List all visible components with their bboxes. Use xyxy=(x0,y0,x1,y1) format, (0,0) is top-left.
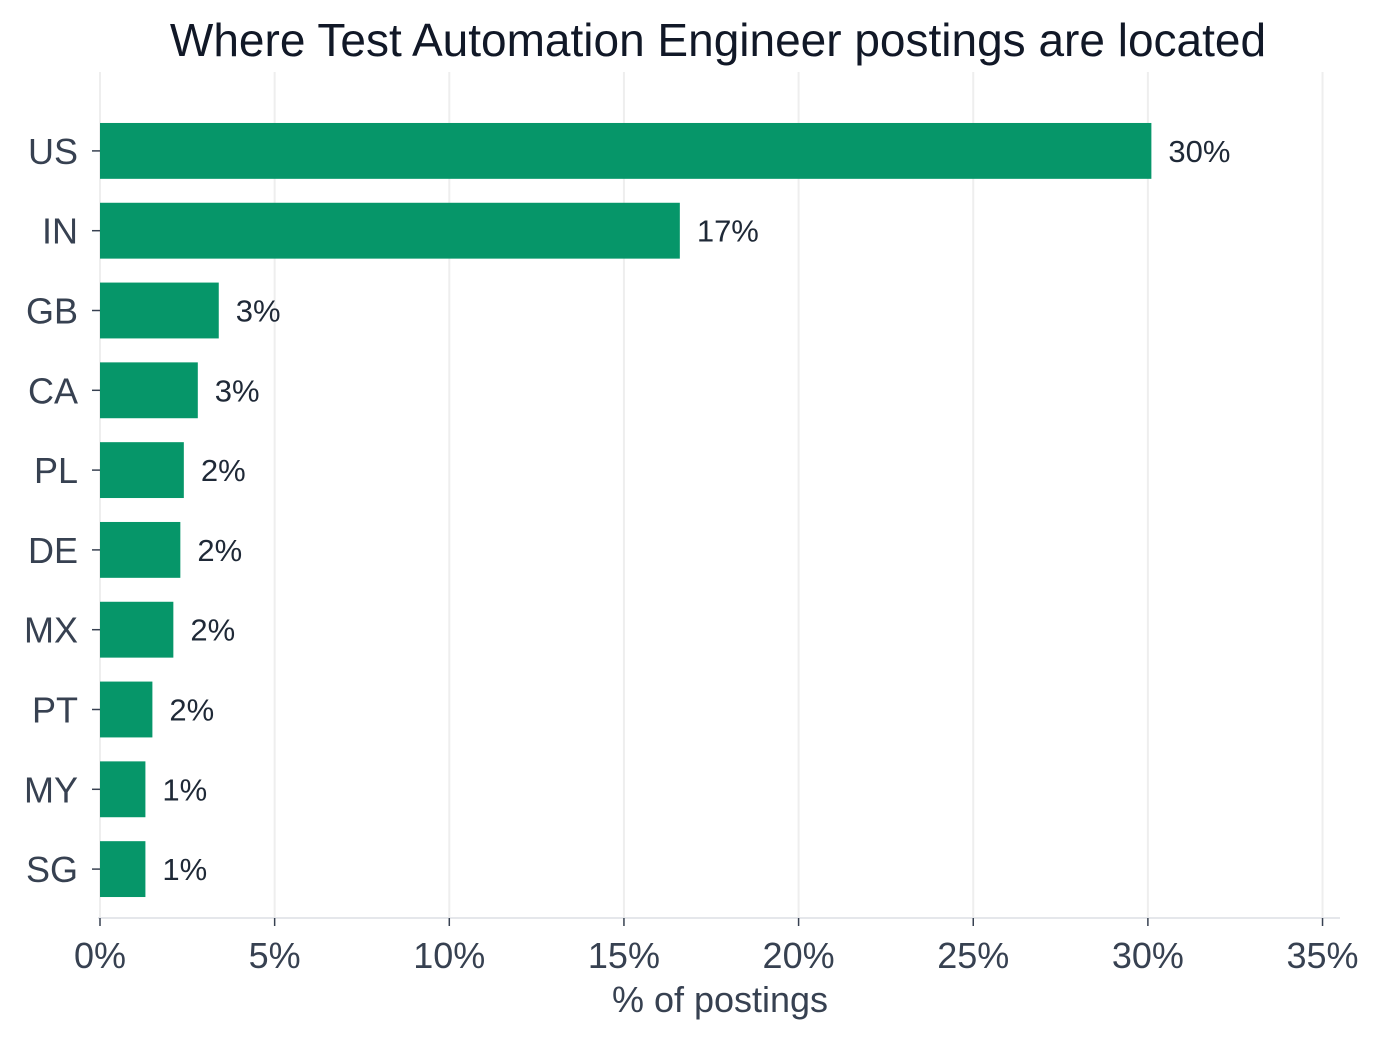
gridlines xyxy=(99,72,1324,918)
bars: 30% 17% 3% 3% 2% 2% 2% 2% 1% 1% xyxy=(100,122,1230,898)
bar-pl xyxy=(100,442,184,499)
y-tick-label: DE xyxy=(28,530,78,571)
data-label: 3% xyxy=(215,373,260,408)
bar-mx xyxy=(100,601,174,658)
data-label: 1% xyxy=(162,772,207,807)
data-label: 2% xyxy=(197,533,242,568)
y-tick-label: CA xyxy=(28,370,78,411)
y-tick-label: MX xyxy=(24,610,78,651)
y-tick-label: IN xyxy=(42,211,78,252)
bar-gb xyxy=(100,282,219,339)
x-tick-label: 30% xyxy=(1112,935,1184,976)
bar-my xyxy=(100,761,146,818)
data-label: 30% xyxy=(1168,134,1230,169)
y-tick-label: US xyxy=(28,131,78,172)
x-axis: 0% 5% 10% 15% 20% 25% 30% 35% xyxy=(74,918,1359,976)
x-tick-label: 20% xyxy=(763,935,835,976)
x-tick-label: 35% xyxy=(1287,935,1359,976)
data-label: 2% xyxy=(169,693,214,728)
bar-ca xyxy=(100,362,198,419)
data-label: 3% xyxy=(236,294,281,329)
y-tick-label: MY xyxy=(24,769,78,810)
data-label: 2% xyxy=(190,613,235,648)
x-axis-title: % of postings xyxy=(612,979,828,1020)
y-tick-label: PL xyxy=(34,450,78,491)
bar-de xyxy=(100,521,181,578)
bar-in xyxy=(100,202,680,259)
x-tick-label: 15% xyxy=(588,935,660,976)
data-label: 2% xyxy=(201,453,246,488)
x-tick-label: 5% xyxy=(249,935,301,976)
data-label: 17% xyxy=(697,214,759,249)
y-tick-label: GB xyxy=(26,291,78,332)
bar-sg xyxy=(100,841,146,898)
bar-us xyxy=(100,122,1152,179)
bar-pt xyxy=(100,681,153,738)
y-tick-label: PT xyxy=(32,690,78,731)
chart-title: Where Test Automation Engineer postings … xyxy=(170,14,1266,66)
x-tick-label: 10% xyxy=(413,935,485,976)
x-tick-label: 0% xyxy=(74,935,126,976)
x-tick-label: 25% xyxy=(937,935,1009,976)
y-axis: US IN GB CA PL DE MX PT MY SG xyxy=(24,131,100,890)
data-label: 1% xyxy=(162,852,207,887)
y-tick-label: SG xyxy=(26,849,78,890)
